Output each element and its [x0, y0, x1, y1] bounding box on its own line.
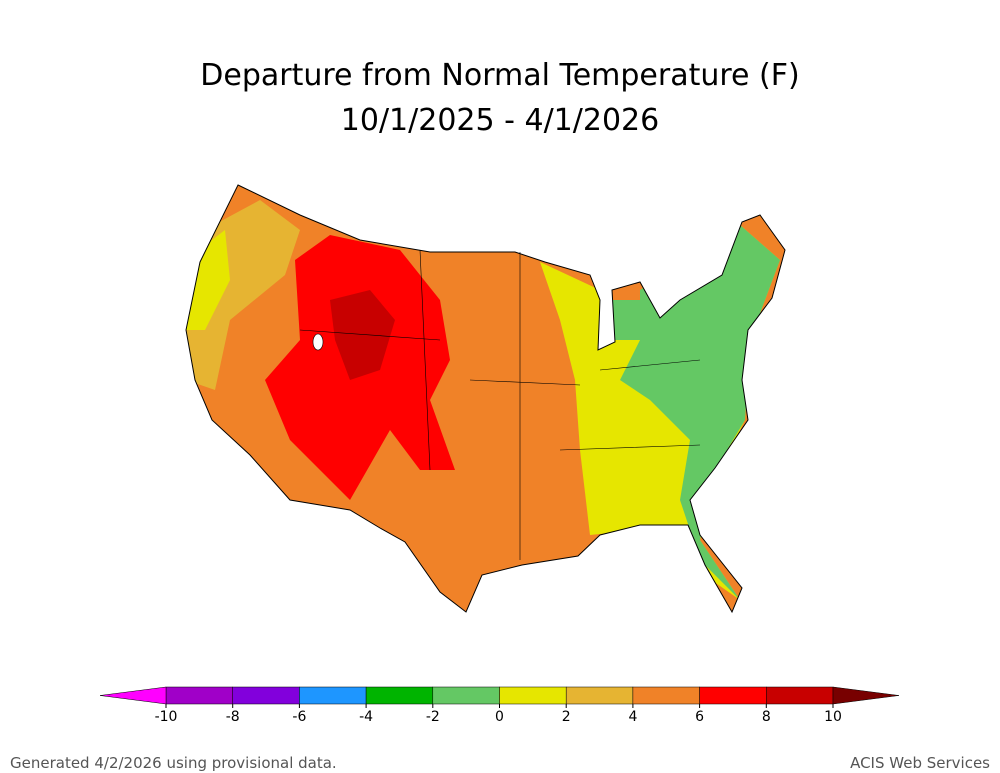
map-subtitle: 10/1/2025 - 4/1/2026	[341, 103, 659, 138]
colorbar-segment	[432, 686, 500, 705]
colorbar-tick-label: -8	[226, 709, 240, 725]
colorbar-under	[99, 686, 167, 705]
colorbar: -10 -8 -6 -4 -2 0 2 4 6 8 10	[99, 686, 900, 725]
colorbar-segment	[632, 686, 700, 705]
colorbar-segment	[365, 686, 434, 705]
footer-right: ACIS Web Services	[850, 754, 990, 772]
colorbar-tick-label: -6	[292, 709, 306, 725]
map-title: Departure from Normal Temperature (F)	[200, 58, 799, 93]
colorbar-tick-label: 2	[562, 709, 571, 725]
colorbar-tick-label: 8	[762, 709, 771, 725]
colorbar-tick-label: -4	[359, 709, 373, 725]
colorbar-tick-label: 4	[628, 709, 637, 725]
colorbar-over	[832, 686, 900, 705]
colorbar-segment	[699, 686, 767, 705]
colorbar-tick-label: 10	[824, 709, 842, 725]
colorbar-tick-label: 0	[495, 709, 504, 725]
footer-left: Generated 4/2/2026 using provisional dat…	[10, 754, 337, 772]
colorbar-segment	[766, 686, 834, 705]
colorbar-tick-label: -10	[155, 709, 178, 725]
great-salt-lake	[312, 333, 324, 351]
colorbar-segment	[165, 686, 233, 705]
colorbar-segment	[565, 686, 634, 705]
state-borders	[299, 249, 701, 560]
colorbar-segment	[299, 686, 367, 705]
colorbar-segment	[499, 686, 567, 705]
colorbar-tick-label: -2	[426, 709, 440, 725]
colorbar-tick-label: 6	[695, 709, 704, 725]
colorbar-segment	[232, 686, 300, 705]
